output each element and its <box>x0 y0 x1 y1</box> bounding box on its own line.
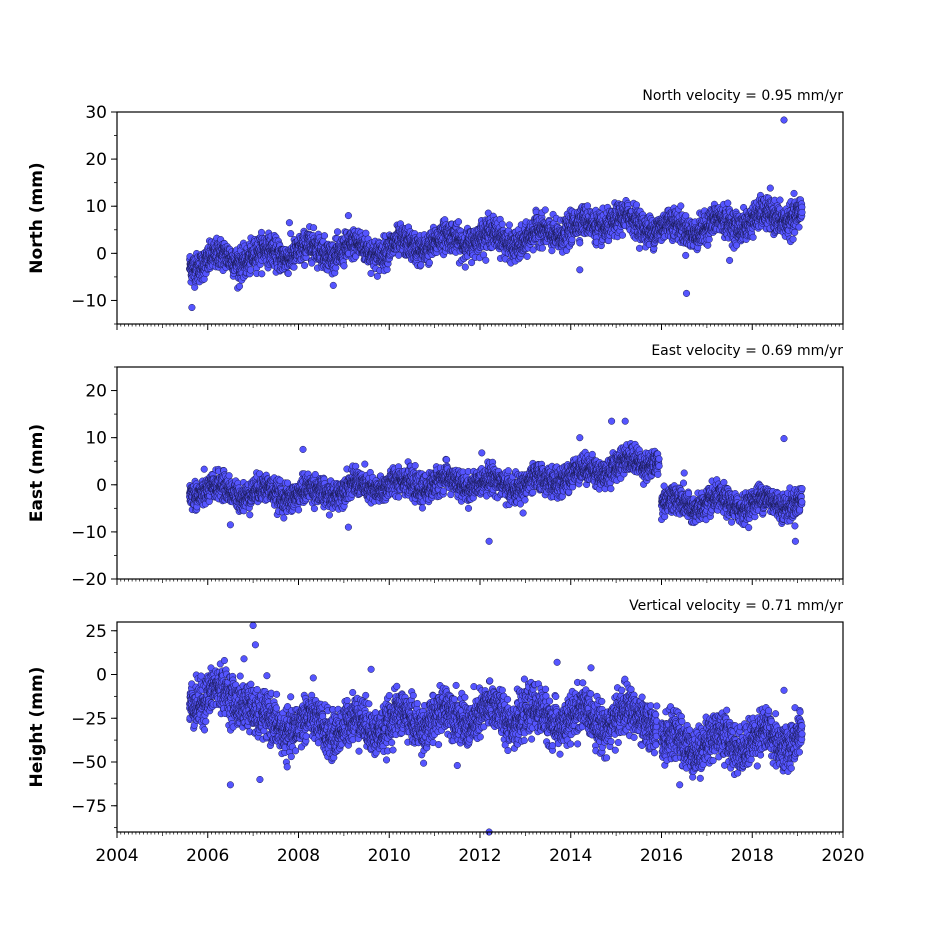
east-velocity-label: East velocity = 0.69 mm/yr <box>651 343 843 359</box>
data-point <box>257 228 266 236</box>
data-point <box>798 208 806 216</box>
data-point <box>635 244 644 252</box>
outlier-point <box>344 212 352 220</box>
data-point <box>704 241 712 249</box>
data-point <box>749 233 757 241</box>
data-point <box>705 235 713 243</box>
data-point <box>454 218 463 226</box>
y-tick-label: 30 <box>85 103 107 123</box>
outlier-point <box>789 235 797 243</box>
north-yaxis: −10 0 10 20 30 <box>71 103 117 325</box>
north-velocity-label: North velocity = 0.95 mm/yr <box>642 88 843 104</box>
data-point <box>329 281 337 289</box>
data-point <box>246 266 255 274</box>
data-point <box>301 261 309 269</box>
data-point <box>461 263 469 271</box>
data-point <box>541 206 549 214</box>
outlier-point <box>285 219 293 227</box>
data-point <box>340 262 348 270</box>
east-ylabel: East (mm) <box>27 424 47 522</box>
data-point <box>766 184 774 192</box>
data-point <box>498 220 506 228</box>
data-point <box>320 232 329 240</box>
data-point <box>200 465 208 473</box>
data-point <box>395 251 403 259</box>
data-point <box>795 223 803 231</box>
data-point <box>677 202 685 210</box>
north-xaxis-ticks <box>116 324 844 330</box>
outlier-point <box>682 289 691 297</box>
data-point <box>310 224 318 232</box>
data-point <box>724 199 732 207</box>
data-point <box>576 239 584 247</box>
data-point <box>417 261 425 269</box>
east-points <box>186 417 806 545</box>
outlier-point <box>726 256 734 264</box>
data-point <box>523 252 531 260</box>
data-point <box>790 189 798 197</box>
data-point <box>482 256 490 264</box>
data-point <box>682 251 690 259</box>
data-point <box>632 201 641 209</box>
east-panel: East velocity = 0.69 mm/yr East (mm) −20… <box>27 343 844 590</box>
data-point <box>505 221 513 229</box>
data-point <box>290 263 298 271</box>
y-tick-label: 0 <box>96 244 107 264</box>
outlier-point <box>235 282 244 290</box>
north-points <box>186 116 806 312</box>
north-panel: North velocity = 0.95 mm/yr North (mm) −… <box>27 88 844 330</box>
data-point <box>284 269 292 278</box>
data-point <box>225 472 233 480</box>
data-point <box>791 228 799 236</box>
data-point <box>333 228 342 236</box>
data-point <box>258 270 266 278</box>
data-point <box>425 259 433 267</box>
outlier-point <box>188 303 196 312</box>
data-point <box>287 230 295 238</box>
y-tick-label: 10 <box>85 197 107 217</box>
y-tick-label: −10 <box>71 291 107 311</box>
data-point <box>548 247 556 255</box>
data-point <box>538 244 546 252</box>
data-point <box>618 231 627 239</box>
y-tick-label: 20 <box>85 150 107 170</box>
outlier-point <box>780 116 788 124</box>
north-ylabel: North (mm) <box>27 162 47 273</box>
outlier-point <box>576 266 584 274</box>
data-point <box>776 196 784 204</box>
